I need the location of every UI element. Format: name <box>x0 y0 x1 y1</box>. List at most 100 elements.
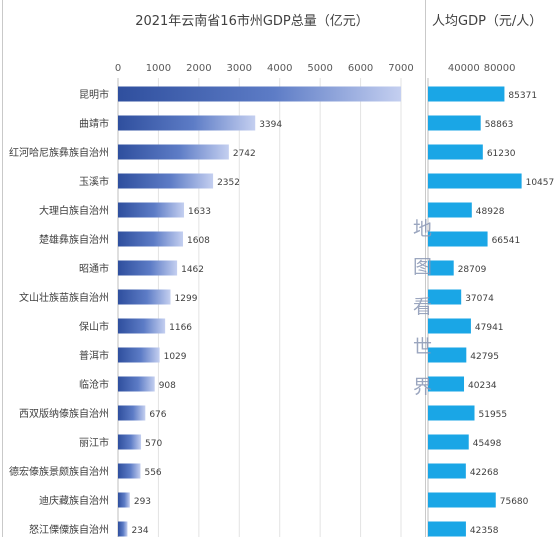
gdp-total-data-label: 1608 <box>187 236 210 246</box>
gdp-per-capita-bar <box>428 463 466 479</box>
gdp-total-data-label: 908 <box>159 381 176 391</box>
right-x-tick-label: 40000 <box>448 63 480 74</box>
left-x-tick-label: 7000 <box>388 63 413 74</box>
gdp-per-capita-data-label: 47941 <box>475 323 504 333</box>
gdp-total-data-label: 1462 <box>181 265 204 275</box>
gdp-total-bar <box>118 521 128 537</box>
category-label: 红河哈尼族彝族自治州 <box>9 146 109 159</box>
gdp-per-capita-data-label: 42358 <box>470 526 499 536</box>
gdp-per-capita-data-label: 75680 <box>500 497 529 507</box>
gdp-total-data-label: 1166 <box>169 323 192 333</box>
gdp-total-bar <box>118 231 184 247</box>
gdp-total-bar <box>118 434 142 450</box>
gdp-total-bar <box>118 318 166 334</box>
gdp-per-capita-bar <box>428 289 462 305</box>
left-x-tick-label: 4000 <box>267 63 292 74</box>
gdp-total-chart-title: 2021年云南省16市州GDP总量（亿元） <box>135 14 369 29</box>
left-x-tick-label: 0 <box>115 63 121 74</box>
gdp-total-data-label: 234 <box>131 526 148 536</box>
category-label: 怒江傈僳族自治州 <box>29 523 109 536</box>
gdp-per-capita-bar <box>428 521 466 537</box>
category-label: 西双版纳傣族自治州 <box>19 407 109 420</box>
gdp-total-data-label: 293 <box>134 497 151 507</box>
left-x-tick-label: 2000 <box>186 63 211 74</box>
gdp-total-bar <box>118 289 171 305</box>
gdp-per-capita-bar <box>428 376 465 392</box>
gdp-total-data-label: 1633 <box>188 207 211 217</box>
gdp-per-capita-bar <box>428 202 472 218</box>
gdp-total-data-label: 556 <box>144 468 161 478</box>
right-x-tick-label: 80000 <box>484 63 516 74</box>
gdp-total-bar <box>118 492 130 508</box>
category-label: 普洱市 <box>79 349 109 362</box>
gdp-total-bar <box>118 202 185 218</box>
category-label: 文山壮族苗族自治州 <box>19 291 109 304</box>
gdp-total-bar <box>118 347 160 363</box>
gdp-per-capita-bar <box>428 318 471 334</box>
gdp-per-capita-bar <box>428 86 505 102</box>
gdp-per-capita-data-label: 45498 <box>473 439 502 449</box>
category-label: 迪庆藏族自治州 <box>39 494 109 507</box>
category-label: 昆明市 <box>79 88 109 101</box>
gdp-per-capita-data-label: 51955 <box>479 410 508 420</box>
gdp-per-capita-data-label: 48928 <box>476 207 505 217</box>
category-label: 临沧市 <box>79 378 109 391</box>
panel-divider-line <box>425 0 426 537</box>
watermark-char-4: 世 <box>413 336 433 358</box>
gdp-total-data-label: 2352 <box>217 178 240 188</box>
gdp-total-data-label: 3394 <box>259 120 282 130</box>
left-x-tick-label: 5000 <box>307 63 332 74</box>
gdp-per-capita-data-label: 42268 <box>470 468 499 478</box>
category-label: 昭通市 <box>79 262 109 275</box>
gdp-per-capita-bar <box>428 173 522 189</box>
gdp-per-capita-data-label: 66541 <box>492 236 521 246</box>
gdp-total-bar <box>118 260 178 276</box>
gdp-per-capita-bar <box>428 434 469 450</box>
gdp-per-capita-data-label: 104570 <box>526 178 554 188</box>
gdp-per-capita-bar <box>428 115 481 131</box>
category-label: 丽江市 <box>79 436 109 449</box>
gdp-total-bar <box>118 376 155 392</box>
gdp-per-capita-bar <box>428 405 475 421</box>
category-label: 楚雄彝族自治州 <box>39 233 109 246</box>
watermark-char-5: 界 <box>413 376 433 398</box>
gdp-total-bar <box>118 115 256 131</box>
gdp-per-capita-bar <box>428 260 454 276</box>
gdp-per-capita-bar <box>428 144 483 160</box>
gdp-per-capita-data-label: 40234 <box>468 381 497 391</box>
gdp-total-data-label: 1299 <box>175 294 198 304</box>
gdp-per-capita-bar <box>428 492 496 508</box>
gdp-total-bar <box>118 173 214 189</box>
gdp-total-bar <box>118 405 146 421</box>
gdp-total-bar <box>118 86 401 102</box>
gdp-per-capita-data-label: 85371 <box>508 91 537 101</box>
gdp-total-data-label: 570 <box>145 439 162 449</box>
category-label: 大理白族自治州 <box>39 204 109 217</box>
gdp-per-capita-data-label: 28709 <box>458 265 487 275</box>
category-label: 保山市 <box>79 320 109 333</box>
gdp-per-capita-bar <box>428 231 488 247</box>
watermark-char-2: 图 <box>413 256 433 278</box>
left-panel-border <box>2 0 3 537</box>
gdp-per-capita-data-label: 58863 <box>485 120 514 130</box>
gdp-total-bar <box>118 463 141 479</box>
gdp-per-capita-chart-title: 人均GDP（元/人） <box>432 14 543 29</box>
left-x-tick-label: 6000 <box>348 63 373 74</box>
gdp-total-bar <box>118 144 229 160</box>
watermark-char-1: 地 <box>413 218 433 240</box>
gdp-per-capita-data-label: 37074 <box>465 294 494 304</box>
gdp-per-capita-data-label: 42795 <box>470 352 499 362</box>
gdp-per-capita-data-label: 61230 <box>487 149 516 159</box>
gdp-total-data-label: 1029 <box>164 352 187 362</box>
category-label: 曲靖市 <box>79 117 109 130</box>
watermark-char-3: 看 <box>413 296 433 318</box>
category-label: 德宏傣族景颇族自治州 <box>9 465 109 478</box>
gdp-total-data-label: 2742 <box>233 149 256 159</box>
category-label: 玉溪市 <box>79 175 109 188</box>
left-x-tick-label: 1000 <box>146 63 171 74</box>
left-x-tick-label: 3000 <box>227 63 252 74</box>
gdp-per-capita-bar <box>428 347 467 363</box>
gdp-total-data-label: 676 <box>149 410 166 420</box>
